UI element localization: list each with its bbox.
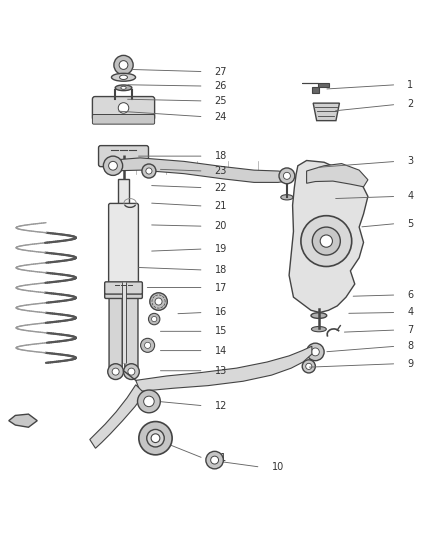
Circle shape [124, 364, 139, 379]
Text: 4: 4 [407, 308, 413, 318]
Text: 10: 10 [272, 462, 284, 472]
Circle shape [283, 172, 290, 179]
Circle shape [155, 298, 162, 305]
Text: 2: 2 [407, 100, 413, 109]
Circle shape [141, 338, 155, 352]
Text: 6: 6 [407, 290, 413, 300]
Circle shape [311, 348, 319, 356]
Circle shape [103, 156, 123, 175]
Text: 8: 8 [407, 341, 413, 351]
Circle shape [206, 451, 223, 469]
Ellipse shape [111, 74, 135, 81]
Text: 4: 4 [407, 191, 413, 201]
Polygon shape [312, 87, 319, 93]
Circle shape [150, 293, 167, 310]
Text: 20: 20 [215, 221, 227, 231]
Circle shape [109, 161, 117, 170]
Circle shape [279, 168, 295, 184]
Ellipse shape [281, 195, 293, 200]
FancyBboxPatch shape [109, 204, 138, 284]
Circle shape [128, 368, 135, 375]
Circle shape [138, 390, 160, 413]
Polygon shape [136, 346, 312, 391]
FancyBboxPatch shape [92, 96, 155, 120]
Circle shape [114, 55, 133, 75]
Circle shape [118, 103, 129, 113]
Polygon shape [90, 385, 145, 448]
FancyBboxPatch shape [125, 288, 138, 368]
Polygon shape [302, 83, 328, 87]
Circle shape [147, 430, 164, 447]
Circle shape [142, 164, 156, 178]
Ellipse shape [311, 193, 327, 199]
Circle shape [144, 396, 154, 407]
Circle shape [307, 343, 324, 361]
Text: 24: 24 [215, 112, 227, 122]
Circle shape [112, 368, 119, 375]
Circle shape [312, 227, 340, 255]
Polygon shape [107, 158, 287, 182]
Ellipse shape [311, 327, 326, 332]
Text: 25: 25 [215, 96, 227, 106]
FancyBboxPatch shape [118, 179, 129, 212]
Text: 13: 13 [215, 366, 227, 376]
Circle shape [301, 216, 352, 266]
Text: 18: 18 [215, 151, 227, 161]
Circle shape [108, 364, 124, 379]
Ellipse shape [115, 85, 132, 91]
Text: 18: 18 [215, 265, 227, 275]
FancyBboxPatch shape [109, 288, 122, 368]
Polygon shape [289, 160, 368, 312]
Circle shape [151, 434, 160, 442]
Circle shape [320, 235, 332, 247]
Text: 22: 22 [215, 183, 227, 192]
Circle shape [146, 168, 152, 174]
Text: 27: 27 [215, 67, 227, 77]
Polygon shape [9, 414, 37, 427]
Text: 23: 23 [215, 166, 227, 176]
Circle shape [148, 313, 160, 325]
FancyBboxPatch shape [105, 282, 142, 294]
Circle shape [119, 61, 128, 69]
FancyBboxPatch shape [105, 284, 142, 298]
Circle shape [145, 342, 151, 349]
FancyBboxPatch shape [92, 115, 155, 124]
Ellipse shape [121, 86, 126, 90]
Text: 19: 19 [215, 244, 227, 254]
Text: 14: 14 [215, 345, 227, 356]
Text: 17: 17 [215, 282, 227, 293]
Text: 3: 3 [407, 156, 413, 166]
Text: 9: 9 [407, 359, 413, 369]
Text: 16: 16 [215, 308, 227, 318]
Circle shape [306, 364, 312, 369]
Circle shape [302, 360, 315, 373]
Circle shape [152, 317, 157, 322]
Text: 21: 21 [215, 201, 227, 211]
Text: 1: 1 [407, 80, 413, 90]
Polygon shape [313, 103, 339, 120]
Text: 26: 26 [215, 81, 227, 91]
Text: 15: 15 [215, 326, 227, 336]
Text: 5: 5 [407, 219, 413, 229]
Polygon shape [307, 164, 368, 187]
Circle shape [211, 456, 219, 464]
Ellipse shape [120, 75, 127, 79]
Circle shape [139, 422, 172, 455]
Text: 11: 11 [215, 454, 227, 463]
FancyBboxPatch shape [99, 146, 148, 167]
Ellipse shape [311, 313, 327, 318]
Text: 12: 12 [215, 401, 227, 411]
Text: 7: 7 [407, 325, 413, 335]
